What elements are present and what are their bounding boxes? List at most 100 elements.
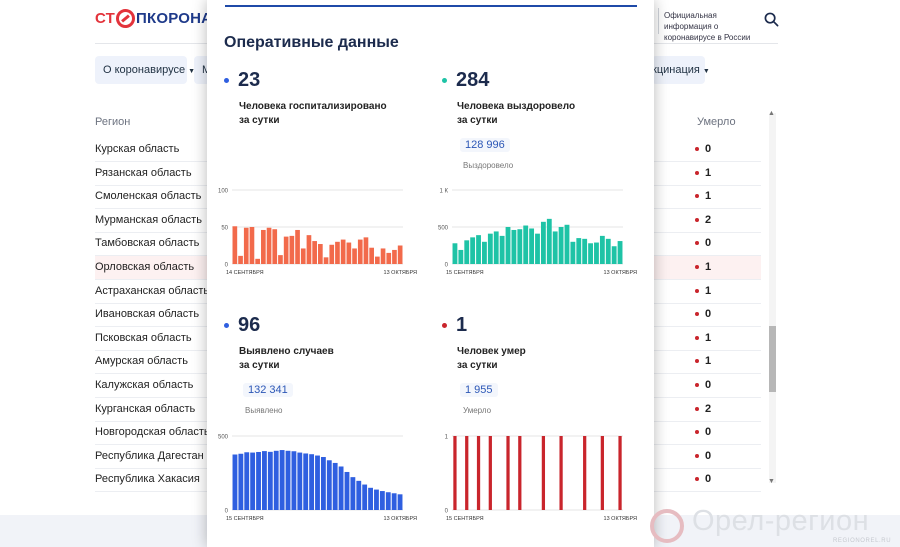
chart-bar xyxy=(576,238,582,264)
chart-bar xyxy=(470,237,476,264)
modal-title: Оперативные данные xyxy=(224,34,399,51)
chart-bar xyxy=(369,247,374,264)
chart-bar xyxy=(464,240,470,264)
chart-bar xyxy=(297,452,303,510)
region-name: Курганская область xyxy=(95,402,196,415)
chart-bar xyxy=(541,436,546,510)
chart-bar xyxy=(295,229,300,264)
died-description: Человек умер за сутки xyxy=(457,345,627,373)
y-tick-label: 0 xyxy=(445,509,449,515)
chart-bar xyxy=(375,256,380,264)
region-name: Калужская область xyxy=(95,379,194,391)
search-icon[interactable] xyxy=(764,12,779,27)
y-tick-label: 500 xyxy=(438,226,449,232)
chart-bar xyxy=(546,218,552,264)
died-line1: Человек умер xyxy=(457,346,526,357)
died-count: 1 xyxy=(695,261,711,273)
chart-bar xyxy=(340,239,346,264)
detected-total-label: Выявлено xyxy=(245,406,283,415)
table-scrollbar[interactable] xyxy=(769,113,776,483)
chart-bar xyxy=(582,238,588,264)
chart-bar xyxy=(368,487,373,510)
detected-chart: 0 500 15 СЕНТЯБРЯ 13 ОКТЯБРЯ xyxy=(218,435,417,523)
region-name: Мурманская область xyxy=(95,213,202,226)
y-tick-label: 0 xyxy=(445,263,449,269)
died-total: 1 955 xyxy=(460,383,498,397)
chart-bar xyxy=(476,235,481,264)
chart-bar xyxy=(232,226,238,264)
chart-bar xyxy=(285,450,291,510)
died-count: 0 xyxy=(695,450,711,462)
chart-bar xyxy=(600,436,604,510)
detected-value: 96 xyxy=(238,314,261,336)
chevron-down-icon: ▼ xyxy=(702,68,710,75)
chart-bar xyxy=(309,454,315,510)
region-name: Новгородская область xyxy=(95,426,210,439)
detected-line1: Выявлено случаев xyxy=(239,346,334,357)
y-tick-label: 0 xyxy=(225,263,229,269)
region-name: Республика Дагестан xyxy=(95,449,204,462)
scroll-up-arrow-icon[interactable]: ▲ xyxy=(768,110,775,117)
chart-bar xyxy=(320,457,326,510)
region-name: Смоленская область xyxy=(95,190,202,203)
table-scrollbar-thumb[interactable] xyxy=(769,326,776,392)
chart-bar xyxy=(380,248,386,264)
chart-bar xyxy=(244,452,250,510)
chart-bar xyxy=(564,224,570,264)
died-chart: 0 1 15 СЕНТЯБРЯ 13 ОКТЯБРЯ xyxy=(445,435,637,523)
chart-bar xyxy=(529,228,535,264)
x-start-label: 15 СЕНТЯБРЯ xyxy=(226,516,264,522)
chart-bar xyxy=(238,255,243,264)
hospitalized-description: Человека госпитализировано за сутки xyxy=(239,100,409,128)
chart-bar xyxy=(465,436,469,510)
region-name: Орловская область xyxy=(95,261,195,273)
region-name: Астраханская область xyxy=(95,284,210,297)
chart-bar xyxy=(266,227,272,264)
nav-about-coronavirus[interactable]: О коронавирусе ▼ xyxy=(95,56,195,84)
y-tick-label: 100 xyxy=(218,189,229,195)
died-count: 0 xyxy=(695,473,711,485)
chart-bar xyxy=(452,243,458,264)
chart-bar xyxy=(605,238,611,264)
nav-vaccination[interactable]: кцинация ▼ xyxy=(652,56,710,84)
region-name: Псковская область xyxy=(95,331,192,344)
watermark-text: Орел-регион xyxy=(692,505,870,537)
chart-bar xyxy=(511,229,517,264)
chart-bar xyxy=(499,235,505,264)
x-start-label: 15 СЕНТЯБРЯ xyxy=(446,270,484,276)
recovered-total: 128 996 xyxy=(460,138,510,152)
chart-bar xyxy=(617,241,623,264)
recovered-line2: за сутки xyxy=(457,115,498,126)
chart-bar xyxy=(238,453,244,510)
died-line2: за сутки xyxy=(457,360,498,371)
y-tick-label: 1 К xyxy=(440,189,449,195)
died-total-label: Умерло xyxy=(463,406,492,415)
chart-bar xyxy=(476,436,481,510)
y-tick-label: 50 xyxy=(221,226,228,232)
header-official-info[interactable]: Официальная информация о коронавирусе в … xyxy=(664,11,751,42)
chart-bar xyxy=(392,249,397,264)
nav-vaccination-label: кцинация xyxy=(652,64,700,76)
x-end-label: 13 ОКТЯБРЯ xyxy=(384,516,417,522)
column-header-died[interactable]: Умерло xyxy=(697,116,736,128)
x-end-label: 13 ОКТЯБРЯ xyxy=(604,270,637,276)
chart-bar xyxy=(262,451,267,510)
chart-bar xyxy=(350,477,356,510)
scroll-down-arrow-icon[interactable]: ▼ xyxy=(768,478,775,485)
nav-about-label: О коронавирусе xyxy=(103,64,186,76)
died-count: 1 xyxy=(695,190,711,202)
died-count: 1 xyxy=(695,332,711,344)
chart-bar xyxy=(517,229,523,264)
chart-bar xyxy=(232,454,238,510)
hospitalized-value: 23 xyxy=(238,69,261,91)
chart-bar xyxy=(558,227,564,264)
hospitalized-line2: за сутки xyxy=(239,115,280,126)
chart-bar xyxy=(552,231,558,264)
chart-bar xyxy=(599,235,605,264)
chart-bar xyxy=(611,246,617,264)
column-header-region[interactable]: Регион xyxy=(95,116,131,128)
logo-text-part1: СТ xyxy=(95,10,116,27)
detected-description: Выявлено случаев за сутки xyxy=(239,345,409,373)
chart-bar xyxy=(362,484,368,510)
header-divider xyxy=(658,8,659,34)
